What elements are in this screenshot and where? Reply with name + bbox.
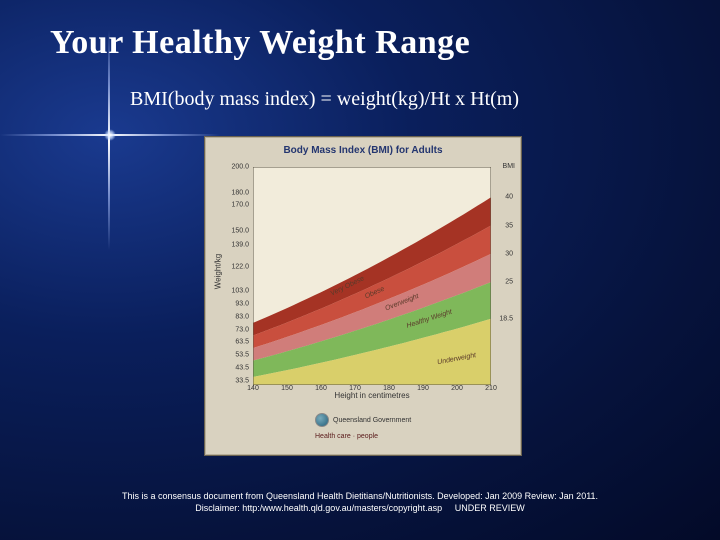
bmi-right-tick: 25 xyxy=(505,279,513,286)
chart-source-text: Queensland Government xyxy=(333,417,411,424)
y-tick: 200.0 xyxy=(223,164,249,171)
y-tick: 150.0 xyxy=(223,228,249,235)
bmi-chart: Body Mass Index (BMI) for Adults Weight/… xyxy=(204,136,522,456)
bmi-right-axis-label: BMI xyxy=(503,163,515,170)
y-tick: 122.0 xyxy=(223,264,249,271)
x-axis-label: Height in centimetres xyxy=(253,391,491,400)
disclaimer-url: Disclaimer: http:/www.health.qld.gov.au/… xyxy=(195,503,442,513)
y-tick: 43.5 xyxy=(223,364,249,371)
y-tick: 103.0 xyxy=(223,288,249,295)
y-tick: 170.0 xyxy=(223,202,249,209)
y-tick: 93.0 xyxy=(223,301,249,308)
lens-flare-center xyxy=(104,129,116,141)
disclaimer-status: UNDER REVIEW xyxy=(455,503,525,513)
y-tick: 73.0 xyxy=(223,326,249,333)
bmi-right-tick: 30 xyxy=(505,250,513,257)
globe-icon xyxy=(315,413,329,427)
y-tick: 63.5 xyxy=(223,339,249,346)
disclaimer-line-1: This is a consensus document from Queens… xyxy=(0,490,720,502)
chart-svg: Very ObeseObeseOverweightHealthy WeightU… xyxy=(253,167,491,385)
y-tick: 139.0 xyxy=(223,242,249,249)
disclaimer: This is a consensus document from Queens… xyxy=(0,490,720,514)
bmi-right-tick: 18.5 xyxy=(499,315,513,322)
chart-source-logo: Queensland Government xyxy=(315,413,411,427)
y-tick: 180.0 xyxy=(223,189,249,196)
lens-flare-horizontal xyxy=(0,134,220,136)
page-title: Your Healthy Weight Range xyxy=(50,24,690,62)
lens-flare-vertical xyxy=(108,30,110,250)
bmi-formula: BMI(body mass index) = weight(kg)/Ht x H… xyxy=(130,88,519,111)
bmi-right-tick: 35 xyxy=(505,222,513,229)
chart-source-tagline: Health care · people xyxy=(315,433,378,440)
y-tick: 33.5 xyxy=(223,377,249,384)
y-tick: 53.5 xyxy=(223,351,249,358)
chart-title: Body Mass Index (BMI) for Adults xyxy=(205,145,521,156)
y-tick: 83.0 xyxy=(223,314,249,321)
disclaimer-line-2: Disclaimer: http:/www.health.qld.gov.au/… xyxy=(0,502,720,514)
y-axis-ticks: 33.5 43.5 53.5 63.5 73.0 83.0 93.0 103.0 122.0 13… xyxy=(223,167,251,385)
bmi-right-tick: 40 xyxy=(505,194,513,201)
y-axis-label: Weight/kg xyxy=(214,227,223,317)
chart-plot-area: Very ObeseObeseOverweightHealthy WeightU… xyxy=(253,167,491,385)
